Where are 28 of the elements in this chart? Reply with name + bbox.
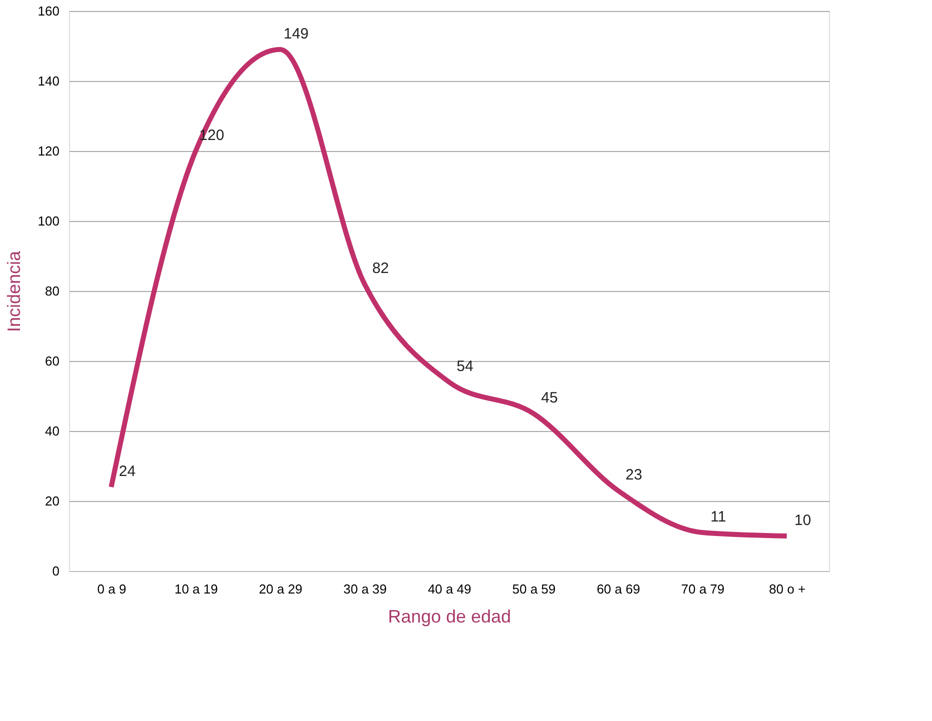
- x-tick-label: 60 a 69: [596, 582, 640, 596]
- x-axis-title: Rango de edad: [388, 606, 512, 626]
- y-axis-title: Incidencia: [4, 250, 24, 332]
- y-tick-label: 160: [38, 4, 60, 18]
- y-tick-label: 140: [38, 74, 60, 88]
- x-tick-label: 80 o +: [769, 582, 806, 596]
- data-label: 10: [794, 512, 812, 529]
- data-label: 24: [118, 463, 136, 480]
- y-tick-label: 80: [45, 284, 60, 298]
- data-label: 54: [456, 358, 474, 375]
- x-tick-label: 40 a 49: [428, 582, 472, 596]
- data-label: 45: [541, 390, 558, 406]
- x-tick-label: 30 a 39: [343, 582, 387, 596]
- y-tick-label: 60: [45, 354, 60, 368]
- y-tick-label: 100: [38, 214, 60, 228]
- y-tick-label: 40: [45, 424, 60, 438]
- y-tick-label: 0: [52, 564, 60, 578]
- data-label: 82: [372, 260, 389, 277]
- data-label: 23: [626, 466, 642, 484]
- x-tick-label: 10 a 19: [174, 582, 218, 596]
- x-tick-label: 0 a 9: [97, 582, 126, 596]
- data-label: 149: [284, 26, 309, 42]
- y-tick-label: 120: [38, 144, 60, 158]
- x-tick-label: 20 a 29: [258, 582, 302, 596]
- x-tick-label: 50 a 59: [512, 582, 556, 596]
- y-tick-label: 20: [45, 494, 60, 508]
- data-label: 11: [710, 508, 726, 526]
- x-tick-label: 70 a 79: [681, 582, 725, 596]
